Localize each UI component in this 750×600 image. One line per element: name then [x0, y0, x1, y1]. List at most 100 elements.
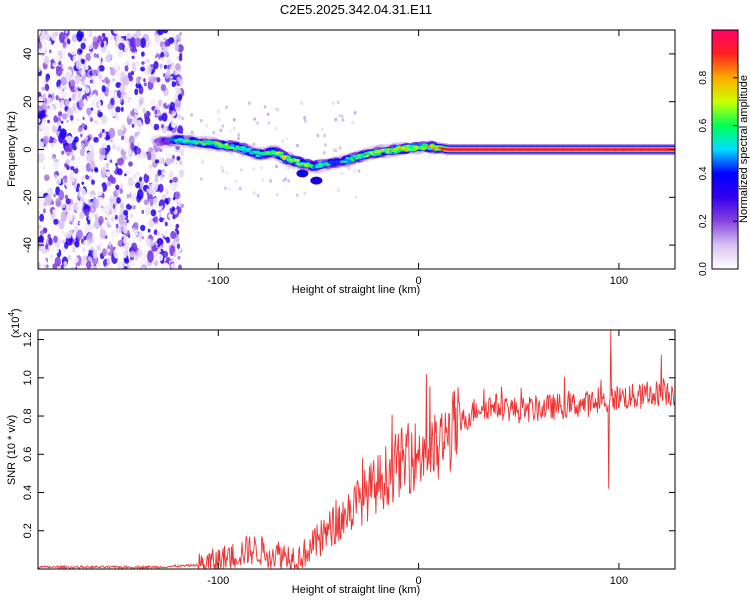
noise-speckle — [336, 188, 340, 192]
noise-speckle — [48, 40, 52, 46]
noise-speckle — [161, 112, 168, 122]
noise-speckle — [149, 179, 153, 184]
noise-speckle — [109, 60, 115, 68]
noise-speckle — [52, 263, 58, 269]
noise-speckle — [62, 139, 66, 144]
ridge-peak — [492, 148, 497, 151]
noise-speckle — [78, 98, 85, 109]
noise-speckle — [113, 95, 117, 101]
noise-speckle — [63, 261, 68, 266]
noise-speckle — [140, 66, 146, 72]
spectrogram-axes: -100 0 100 -40 -20 0 20 40 — [22, 30, 675, 287]
noise-speckle — [85, 183, 90, 190]
ridge-peak — [466, 148, 471, 151]
ridge-mark — [346, 159, 353, 164]
noise-speckle — [108, 127, 116, 139]
noise-speckle — [76, 30, 83, 42]
ridge-mark — [230, 146, 235, 150]
noise-speckle — [156, 44, 160, 47]
noise-speckle — [334, 117, 338, 122]
noise-speckle — [42, 208, 46, 214]
noise-speckle — [79, 148, 86, 157]
noise-speckle — [123, 159, 130, 170]
noise-speckle — [74, 85, 77, 91]
noise-speckle — [175, 223, 180, 229]
noise-speckle — [156, 229, 163, 239]
noise-speckle — [61, 113, 68, 120]
noise-speckle — [72, 231, 77, 240]
noise-speckle — [151, 179, 159, 192]
noise-speckle — [88, 41, 91, 46]
noise-speckle — [117, 128, 124, 137]
noise-speckle — [93, 59, 98, 68]
noise-speckle — [119, 183, 124, 190]
noise-speckle — [116, 168, 123, 176]
ridge-peak — [621, 148, 626, 151]
noise-speckle — [100, 61, 103, 66]
ridge-mark — [316, 165, 321, 169]
ridge-blob-core — [299, 171, 306, 176]
noise-speckle — [72, 105, 75, 110]
ridge-mark — [266, 151, 271, 154]
noise-speckle — [180, 84, 184, 89]
noise-speckle — [137, 265, 141, 269]
ridge-mark — [340, 160, 345, 163]
noise-speckle — [115, 106, 121, 113]
noise-speckle — [64, 194, 69, 200]
noise-speckle — [179, 160, 183, 165]
noise-speckle — [78, 49, 83, 54]
noise-speckle — [106, 243, 114, 256]
colorbar-tick-label: 0.6 — [698, 118, 709, 132]
noise-speckle — [69, 159, 74, 166]
noise-speckle — [131, 152, 136, 159]
noise-speckle — [106, 170, 111, 177]
noise-speckle — [160, 51, 165, 59]
noise-speckle — [53, 115, 58, 123]
noise-speckle — [130, 259, 136, 267]
ridge-mark — [194, 142, 198, 145]
noise-speckle — [135, 60, 140, 66]
y-tick-label: 1.0 — [22, 370, 34, 385]
noise-speckle — [324, 143, 327, 147]
noise-speckle — [62, 61, 68, 70]
noise-speckle — [148, 147, 154, 153]
ridge-mark — [188, 140, 193, 143]
noise-speckle — [57, 120, 61, 125]
noise-speckle — [38, 42, 42, 49]
noise-speckle — [140, 37, 147, 49]
noise-speckle — [217, 117, 221, 122]
ridge-peak — [509, 148, 514, 151]
noise-speckle — [354, 195, 358, 199]
noise-speckle — [135, 204, 142, 213]
noise-speckle — [53, 193, 56, 198]
noise-speckle — [80, 260, 85, 266]
noise-speckle — [130, 142, 135, 150]
ridge-mark — [333, 160, 340, 164]
noise-speckle — [78, 93, 81, 98]
noise-speckle — [219, 128, 223, 133]
noise-speckle — [162, 171, 166, 176]
ridge-peak — [458, 148, 462, 151]
noise-speckle — [154, 159, 160, 164]
noise-speckle — [76, 200, 84, 210]
noise-speckle — [53, 218, 59, 225]
ridge-mark — [421, 147, 426, 150]
noise-speckle — [52, 43, 59, 54]
noise-speckle — [86, 240, 91, 246]
y-tick-label: 0.4 — [22, 485, 34, 500]
ridge-peak — [647, 148, 652, 151]
noise-speckle — [159, 78, 163, 85]
noise-speckle — [352, 168, 356, 173]
x-tick-label: 100 — [610, 575, 628, 587]
noise-speckle — [152, 216, 158, 223]
ridge-mark — [328, 160, 335, 165]
noise-speckle — [47, 119, 50, 124]
noise-speckle — [79, 221, 82, 225]
noise-speckle — [139, 180, 145, 188]
noise-speckle — [129, 115, 133, 120]
ridge-peak — [475, 148, 479, 151]
noise-speckle — [323, 150, 326, 155]
noise-speckle — [81, 255, 85, 261]
noise-speckle — [161, 194, 167, 200]
ridge-peak — [630, 148, 634, 151]
